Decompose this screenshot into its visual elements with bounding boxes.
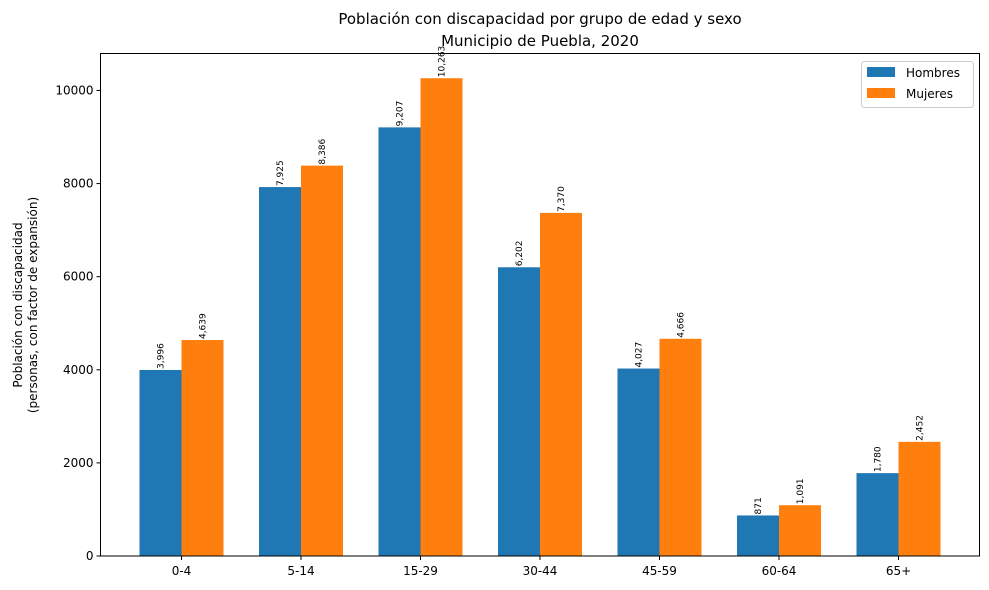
chart-subtitle: Municipio de Puebla, 2020 — [441, 32, 639, 50]
bar-hombres-45-59 — [617, 368, 660, 556]
x-tick-label: 0-4 — [172, 564, 192, 578]
x-tick-label: 5-14 — [287, 564, 314, 578]
bar-mujeres-5-14 — [301, 165, 343, 556]
data-label-hombres-15-29: 9,207 — [396, 101, 406, 127]
x-tick-label: 30-44 — [523, 564, 558, 578]
plot-frame — [100, 53, 980, 557]
data-label-hombres-60-64: 871 — [754, 497, 764, 514]
bar-hombres-65+ — [856, 473, 899, 556]
chart-title: Población con discapacidad por grupo de … — [338, 10, 741, 28]
y-axis-label: Población con discapacidad (personas, co… — [11, 197, 40, 413]
legend-swatch-hombres — [867, 67, 895, 77]
bar-mujeres-45-59 — [659, 338, 702, 556]
bar-hombres-30-44 — [498, 267, 540, 556]
legend: Hombres Mujeres — [861, 61, 974, 108]
y-tick-label: 0 — [86, 549, 94, 563]
y-tick-label: 4000 — [63, 363, 94, 377]
bar-mujeres-60-64 — [779, 505, 821, 556]
legend-label-hombres: Hombres — [906, 66, 960, 80]
data-labels-group: 3,996 4,639 7,925 8,386 9,207 10,263 6,202 7,37… — [157, 46, 926, 515]
bar-hombres-0-4 — [139, 369, 182, 556]
bar-hombres-15-29 — [378, 127, 421, 557]
y-axis-ticks: 0 2000 4000 6000 8000 10000 — [55, 83, 101, 563]
y-tick-label: 8000 — [63, 177, 94, 191]
data-label-mujeres-30-44: 7,370 — [557, 186, 567, 212]
x-axis-ticks: 0-4 5-14 15-29 30-44 45-59 60-64 65+ — [172, 556, 911, 578]
x-tick-label: 60-64 — [762, 564, 797, 578]
bar-mujeres-15-29 — [420, 78, 463, 557]
data-label-mujeres-15-29: 10,263 — [438, 46, 448, 78]
y-tick-label: 6000 — [63, 270, 94, 284]
bar-mujeres-65+ — [898, 441, 941, 556]
data-label-mujeres-65+: 2,452 — [916, 415, 926, 441]
x-tick-label: 65+ — [886, 564, 911, 578]
data-label-mujeres-0-4: 4,639 — [199, 313, 209, 339]
data-label-hombres-0-4: 3,996 — [157, 343, 167, 369]
y-axis-label-line1: Población con discapacidad — [11, 222, 25, 387]
bar-hombres-60-64 — [737, 515, 779, 556]
legend-label-mujeres: Mujeres — [906, 87, 953, 101]
data-label-mujeres-5-14: 8,386 — [318, 139, 328, 165]
bar-hombres-5-14 — [259, 187, 301, 557]
bars-group — [139, 78, 941, 557]
x-tick-label: 45-59 — [642, 564, 677, 578]
data-label-hombres-45-59: 4,027 — [635, 342, 645, 368]
y-tick-label: 10000 — [55, 83, 93, 97]
data-label-hombres-65+: 1,780 — [874, 446, 884, 472]
y-tick-label: 2000 — [63, 456, 94, 470]
bar-mujeres-0-4 — [181, 340, 224, 556]
x-tick-label: 15-29 — [403, 564, 438, 578]
data-label-hombres-5-14: 7,925 — [276, 160, 286, 186]
data-label-hombres-30-44: 6,202 — [515, 241, 525, 267]
data-label-mujeres-60-64: 1,091 — [796, 478, 806, 504]
data-label-mujeres-45-59: 4,666 — [677, 312, 687, 338]
legend-swatch-mujeres — [867, 88, 895, 98]
bar-mujeres-30-44 — [540, 212, 582, 557]
y-axis-label-line2: (personas, con factor de expansión) — [26, 197, 40, 413]
